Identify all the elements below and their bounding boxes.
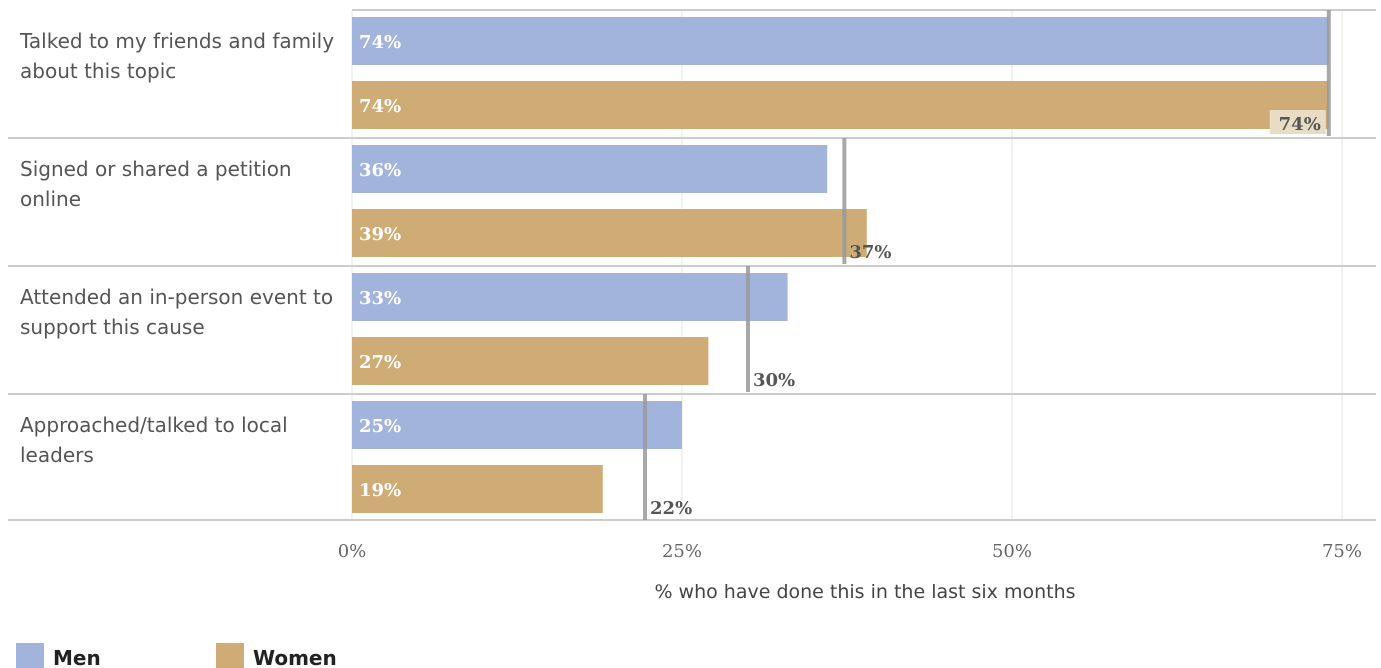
bar-value-label: 19% [359, 480, 401, 501]
bar-men [352, 145, 828, 193]
category-separators [8, 9, 1376, 521]
bar-value-label: 36% [359, 160, 401, 181]
legend-swatch-women [216, 643, 244, 668]
category-label: Approached/talked to local [20, 413, 288, 437]
bar-men [352, 17, 1329, 65]
bar-value-label: 25% [359, 416, 401, 437]
bar-men [352, 401, 682, 449]
average-value-label: 74% [1279, 114, 1321, 135]
legend-swatch-men [16, 643, 44, 668]
x-tick-label: 50% [992, 541, 1032, 562]
x-tick-label: 25% [662, 541, 702, 562]
category-label: Talked to my friends and family [19, 29, 334, 53]
bar-value-label: 74% [359, 96, 401, 117]
category-label: Signed or shared a petition [20, 157, 292, 181]
bar-value-label: 27% [359, 352, 401, 373]
average-value-label: 30% [753, 370, 795, 391]
average-value-label: 37% [849, 242, 891, 263]
category-labels: Talked to my friends and family about thi… [19, 29, 334, 467]
x-tick-label: 75% [1322, 541, 1362, 562]
bar-value-label: 39% [359, 224, 401, 245]
average-value-label: 22% [650, 498, 692, 519]
category-label: online [20, 187, 81, 211]
bar-men [352, 273, 788, 321]
category-label: about this topic [20, 59, 176, 83]
average-markers: 74% 37% 30% 22% [643, 10, 1331, 520]
legend-label-men: Men [53, 646, 101, 668]
bars: 74% 74% 36% 39% 33% 27% 25% 19% [352, 17, 1329, 513]
x-axis-title: % who have done this in the last six mon… [654, 581, 1075, 603]
legend: Men Women [16, 643, 337, 668]
x-tick-label: 0% [338, 541, 367, 562]
category-label: leaders [20, 443, 94, 467]
bar-women [352, 209, 867, 257]
bar-women [352, 337, 709, 385]
x-axis-ticks: 0% 25% 50% 75% [338, 541, 1362, 562]
average-label-background [1269, 110, 1326, 134]
category-label: Attended an in-person event to [20, 285, 333, 309]
legend-label-women: Women [253, 646, 337, 668]
bar-value-label: 33% [359, 288, 401, 309]
bar-women [352, 465, 603, 513]
bar-value-label: 74% [359, 32, 401, 53]
bar-women [352, 81, 1329, 129]
category-label: support this cause [20, 315, 205, 339]
